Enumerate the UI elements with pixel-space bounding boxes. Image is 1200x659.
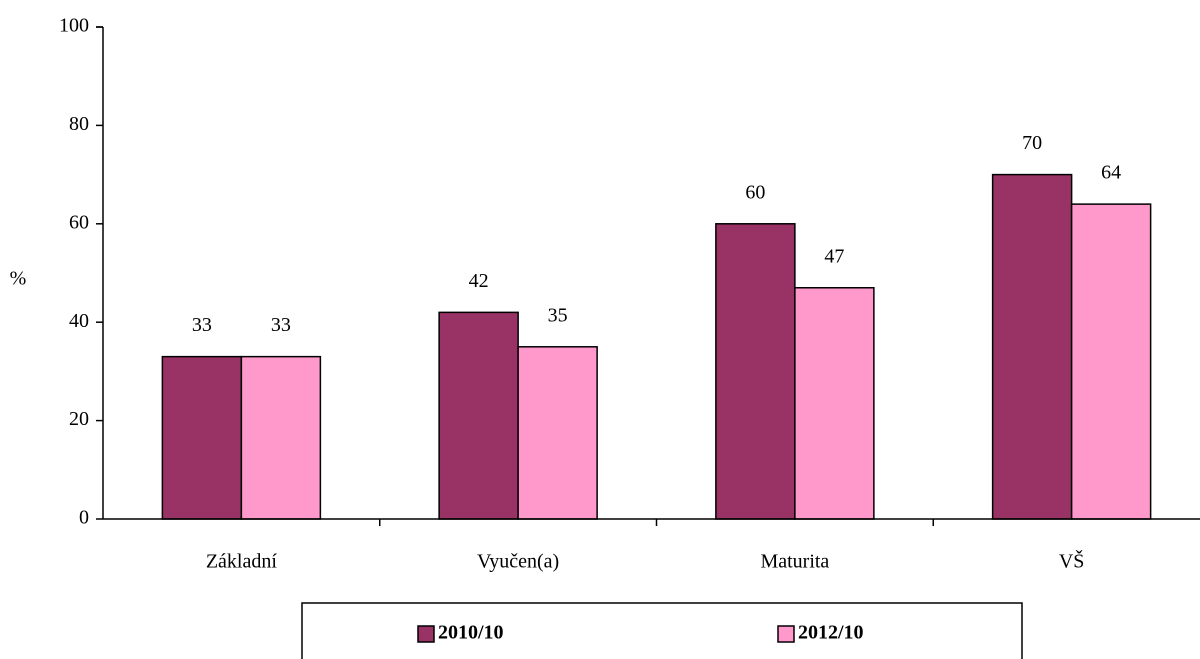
bar xyxy=(438,311,519,520)
bar xyxy=(517,346,598,520)
bar xyxy=(240,355,322,520)
bar xyxy=(991,173,1073,520)
bar xyxy=(161,355,243,520)
legend-label: 2010/10 xyxy=(438,622,504,644)
x-tick-label: Maturita xyxy=(760,551,829,573)
legend-swatch xyxy=(417,625,435,643)
bar xyxy=(1070,203,1152,520)
legend-box xyxy=(301,602,1023,659)
data-label: 42 xyxy=(469,270,489,292)
x-tick-label: Základní xyxy=(206,551,278,573)
data-label: 70 xyxy=(1022,132,1042,154)
data-label: 33 xyxy=(271,314,291,336)
bar xyxy=(794,287,875,520)
y-tick-label: 0 xyxy=(79,507,89,529)
legend-swatch xyxy=(777,625,795,643)
y-axis-label: % xyxy=(10,268,27,290)
x-tick-label: Vyučen(a) xyxy=(477,551,559,573)
y-tick-label: 80 xyxy=(69,113,89,135)
y-tick-label: 40 xyxy=(69,310,89,332)
data-label: 64 xyxy=(1101,162,1121,184)
data-label: 47 xyxy=(824,245,844,267)
data-label: 60 xyxy=(745,181,765,203)
y-tick-label: 100 xyxy=(59,15,89,37)
legend-label: 2012/10 xyxy=(798,622,864,644)
y-tick-label: 20 xyxy=(69,408,89,430)
bar xyxy=(715,223,796,520)
y-tick-label: 60 xyxy=(69,211,89,233)
data-label: 35 xyxy=(548,304,568,326)
data-label: 33 xyxy=(192,314,212,336)
x-tick-label: VŠ xyxy=(1059,549,1085,573)
